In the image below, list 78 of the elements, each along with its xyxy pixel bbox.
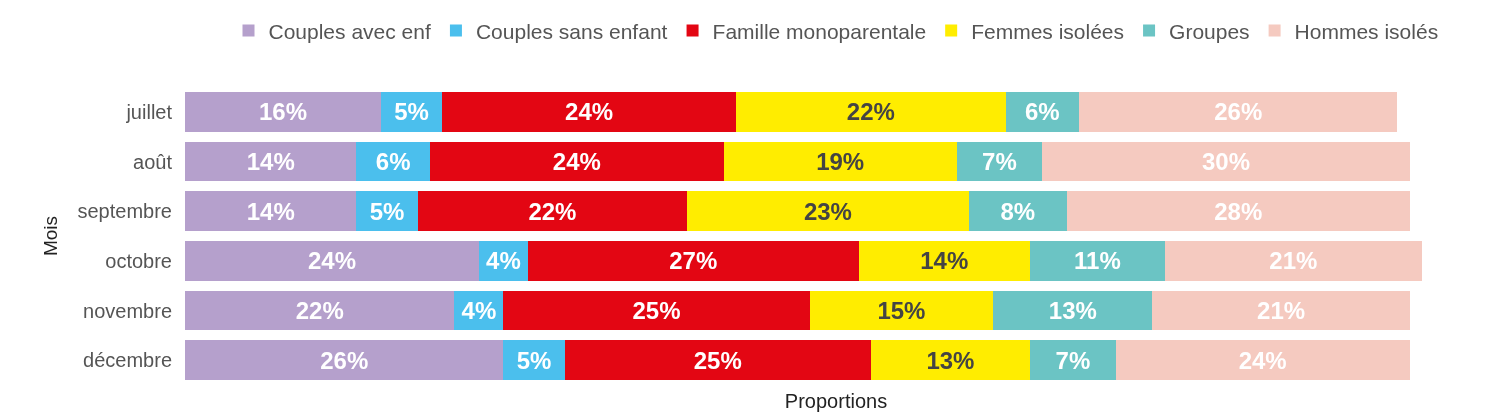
legend-label: Famille monoparentale: [712, 19, 927, 43]
data-label: 7%: [982, 148, 1017, 175]
data-label: 13%: [926, 346, 975, 374]
x-axis-title: Proportions: [784, 389, 888, 412]
data-label: 21%: [1269, 247, 1318, 275]
bar: [185, 191, 357, 232]
y-axis-title: Mois: [40, 215, 62, 257]
data-label: 15%: [877, 297, 926, 324]
data-label: 11%: [1074, 247, 1121, 275]
legend-label: Groupes: [1169, 19, 1250, 43]
data-label: 19%: [816, 148, 865, 175]
bar: [1030, 240, 1165, 281]
bar: [185, 340, 504, 381]
bar: [723, 141, 957, 182]
legend-label: Couples avec enf: [268, 19, 431, 43]
bar: [442, 91, 737, 132]
bar: [417, 191, 688, 232]
data-label: 25%: [693, 346, 742, 374]
bar: [503, 290, 810, 331]
bar: [185, 290, 455, 331]
data-label: 22%: [846, 98, 895, 126]
bar: [968, 191, 1067, 232]
data-label: 26%: [320, 346, 369, 374]
bar: [1115, 340, 1410, 381]
data-label: 5%: [516, 346, 552, 374]
legend-label: Couples sans enfant: [475, 19, 668, 43]
data-label: 13%: [1048, 297, 1097, 324]
data-label: 25%: [632, 297, 681, 324]
y-tick-label: août: [133, 150, 173, 173]
bar: [429, 141, 724, 182]
bar: [1152, 290, 1410, 331]
data-label: 21%: [1257, 297, 1306, 324]
data-label: 6%: [375, 148, 411, 175]
bar: [527, 240, 859, 281]
bar: [736, 91, 1006, 132]
data-label: 8%: [1000, 197, 1036, 225]
data-label: 24%: [307, 247, 356, 275]
data-label: 4%: [486, 247, 521, 275]
bar: [185, 240, 479, 281]
data-label: 22%: [528, 197, 577, 225]
data-label: 14%: [246, 148, 295, 175]
y-tick-label: juillet: [125, 100, 173, 123]
bar: [1066, 191, 1410, 232]
y-tick-label: novembre: [83, 299, 172, 322]
data-label: 6%: [1024, 98, 1060, 126]
data-label: 26%: [1214, 98, 1263, 126]
data-label: 5%: [394, 98, 429, 126]
legend-label: Hommes isolés: [1294, 19, 1439, 43]
bar: [185, 141, 357, 182]
data-label: 16%: [258, 98, 307, 126]
data-label: 24%: [565, 98, 614, 126]
legend-label: Femmes isolées: [971, 19, 1125, 43]
bar: [687, 191, 969, 232]
bar: [809, 290, 994, 331]
data-label: 30%: [1201, 148, 1250, 175]
data-label: 4%: [461, 297, 497, 324]
data-label: 27%: [669, 247, 718, 275]
bar: [1164, 240, 1422, 281]
data-label: 5%: [369, 197, 405, 225]
data-label: 7%: [1055, 346, 1091, 374]
data-label: 24%: [552, 148, 601, 175]
data-label: 28%: [1214, 197, 1263, 225]
data-label: 24%: [1238, 346, 1287, 374]
bar: [870, 340, 1031, 381]
bar: [564, 340, 871, 381]
data-label: 23%: [803, 197, 852, 225]
bar: [1042, 141, 1410, 182]
data-label: 14%: [246, 197, 295, 225]
bar: [1079, 91, 1398, 132]
data-label: 22%: [295, 297, 344, 324]
bar: [858, 240, 1031, 281]
bar: [185, 91, 381, 132]
y-tick-label: décembre: [83, 349, 172, 372]
y-tick-label: octobre: [105, 249, 172, 272]
y-tick-label: septembre: [77, 200, 172, 223]
bar: [993, 290, 1153, 331]
data-label: 14%: [920, 247, 969, 275]
bar: [1030, 340, 1116, 381]
